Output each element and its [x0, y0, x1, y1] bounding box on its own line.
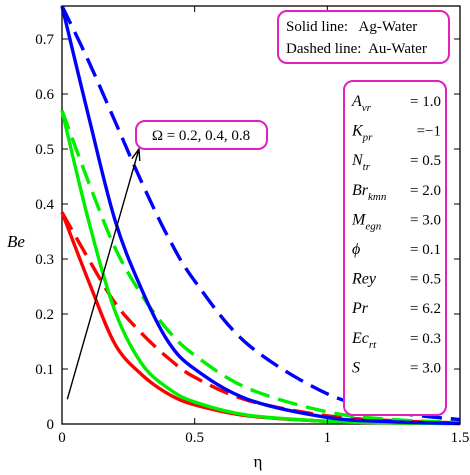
parameter-name: Rey	[351, 271, 377, 288]
x-tick-label: 1	[324, 430, 332, 446]
series-line-4	[60, 5, 461, 426]
arrow-shaft	[66, 148, 140, 400]
omega-annotation-text: Ω = 0.2, 0.4, 0.8	[152, 128, 250, 144]
parameter-value: = 1.0	[410, 94, 441, 110]
parameter-value: = 6.2	[410, 301, 441, 317]
parameter-value: =−1	[417, 124, 441, 140]
parameter-value: = 0.3	[410, 331, 441, 347]
y-tick-label: 0.3	[35, 252, 54, 268]
parameter-row: Pr = 6.2	[351, 300, 441, 317]
parameter-row: ϕ = 0.1	[352, 241, 441, 258]
y-tick-label: 0.7	[35, 32, 54, 48]
series-line-2	[60, 110, 461, 426]
legend-box-frame	[277, 10, 450, 64]
series-line-3	[60, 109, 461, 425]
parameter-name: S	[352, 359, 360, 376]
parameter-value: = 3.0	[410, 212, 441, 228]
arrow	[66, 147, 141, 400]
y-tick-label: 0.4	[35, 197, 54, 213]
parameters-box-frame	[343, 80, 447, 416]
y-tick-label: 0.5	[35, 142, 54, 158]
x-tick-label: 1.5	[451, 430, 470, 446]
arrow-head	[131, 147, 141, 162]
parameter-row: S = 3.0	[352, 359, 441, 376]
x-tick-label: 0	[58, 430, 66, 446]
legend-solid-line: Solid line: Ag-Water	[286, 19, 417, 35]
parameter-value: = 0.5	[410, 153, 441, 169]
y-tick-label: 0.6	[35, 87, 54, 103]
legend-dashed-line: Dashed line: Au-Water	[286, 41, 427, 57]
x-tick-label: 0.5	[185, 430, 204, 446]
parameter-name: Pr	[351, 300, 369, 317]
y-tick-label: 0.2	[35, 307, 54, 323]
parameter-value: = 0.1	[410, 242, 441, 258]
parameter-row: Rey = 0.5	[351, 271, 441, 288]
parameter-value: = 0.5	[410, 272, 441, 288]
curves	[60, 5, 461, 426]
y-tick-label: 0	[47, 417, 55, 433]
y-axis-label: Be	[7, 232, 25, 251]
series-line-5	[60, 5, 461, 422]
parameter-name: ϕ	[352, 241, 360, 258]
legend-box: Solid line: Ag-Water Dashed line: Au-Wat…	[277, 10, 450, 64]
parameter-value: = 2.0	[410, 183, 441, 199]
axes: 0 0.5 1 1.5 0 0.1 0.2 0.3 0.4 0.5 0.6 0.7	[35, 6, 469, 446]
y-tick-label: 0.1	[35, 362, 54, 378]
annotation-box	[135, 120, 268, 150]
parameter-value: = 3.0	[410, 360, 441, 376]
omega-annotation: Ω = 0.2, 0.4, 0.8	[135, 120, 268, 150]
x-axis-label: η	[254, 452, 263, 471]
